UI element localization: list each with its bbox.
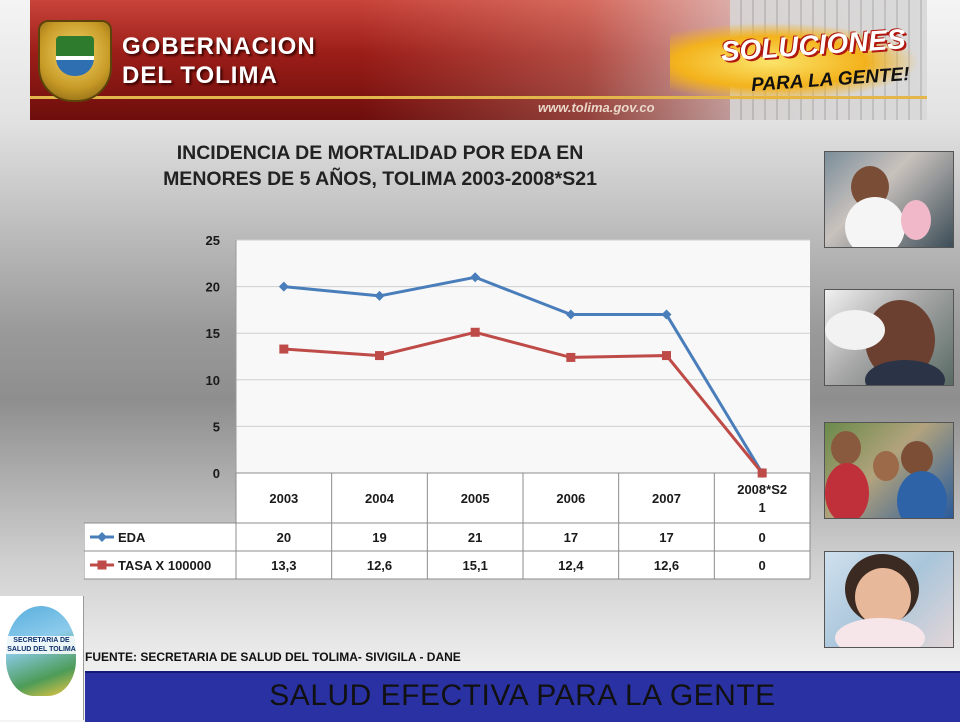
data-table-value: 19 (372, 530, 386, 545)
slogan-swoosh-icon (670, 22, 920, 102)
y-tick-label: 20 (206, 280, 220, 295)
legend-series-name: TASA X 100000 (118, 558, 211, 573)
data-table-value: 20 (277, 530, 291, 545)
data-point (374, 290, 385, 301)
source-note: FUENTE: SECRETARIA DE SALUD DEL TOLIMA- … (85, 650, 461, 664)
legend-key-marker (97, 560, 107, 570)
series-line-0 (283, 275, 764, 474)
data-point (375, 351, 384, 361)
y-tick-label: 5 (213, 419, 220, 434)
tolima-coat-of-arms-icon (38, 20, 112, 102)
chart-title-line2: MENORES DE 5 AÑOS, TOLIMA 2003-2008*S21 (163, 168, 597, 190)
data-point (757, 468, 767, 478)
government-title-line2: DEL TOLIMA (122, 62, 278, 89)
data-table-value: 21 (468, 530, 482, 545)
chart-title-line1: INCIDENCIA DE MORTALIDAD POR EDA EN (176, 142, 584, 164)
shield-emblem-icon (56, 36, 94, 76)
data-point (662, 351, 671, 361)
banner-divider (30, 96, 927, 99)
x-tick-label: 2006 (556, 491, 585, 506)
y-tick-label: 15 (206, 326, 220, 341)
header-banner: GOBERNACION DEL TOLIMA www.tolima.gov.co… (30, 0, 927, 120)
x-tick-label: 2007 (652, 491, 681, 506)
health-secretary-logo: SECRETARIA DE SALUD DEL TOLIMA (0, 596, 84, 720)
chart-panel: 0 5 10 15 20 25 2003 2004 2005 2006 2007 2008*S2 1 ED… (83, 203, 812, 591)
logo-label: SECRETARIA DE SALUD DEL TOLIMA (4, 636, 79, 654)
x-tick-label: 2005 (461, 491, 490, 506)
plot-area (236, 240, 810, 473)
y-tick-label: 25 (206, 233, 220, 248)
data-point (279, 344, 289, 354)
data-table-value: 12,4 (558, 558, 584, 573)
data-point (566, 352, 576, 362)
data-table-value: 12,6 (654, 558, 679, 573)
x-tick-label: 2008*S2 (737, 482, 787, 497)
data-table-value: 13,3 (271, 558, 296, 573)
line-chart: 0 5 10 15 20 25 2003 2004 2005 2006 2007 2008*S2 1 ED… (83, 233, 811, 580)
photo-child-vaccination (824, 289, 954, 386)
data-table-value: 17 (659, 530, 673, 545)
data-table-value: 17 (564, 530, 578, 545)
x-tick-label: 1 (759, 500, 766, 515)
website-url: www.tolima.gov.co (538, 100, 655, 115)
y-tick-label: 10 (206, 373, 220, 388)
data-table-value: 0 (759, 558, 766, 573)
series-line-1 (283, 330, 764, 474)
photo-group-of-children (824, 422, 954, 519)
data-point (565, 309, 576, 320)
government-title-line1: GOBERNACION (122, 33, 316, 60)
data-point (470, 327, 480, 337)
footer-bar: SALUD EFECTIVA PARA LA GENTE (85, 671, 960, 722)
x-tick-label: 2004 (365, 491, 395, 506)
data-point (470, 272, 481, 283)
x-tick-label: 2003 (269, 491, 298, 506)
photo-smiling-child (824, 551, 954, 648)
data-table-value: 15,1 (463, 558, 488, 573)
data-table-value: 0 (759, 530, 766, 545)
chart-title: INCIDENCIA DE MORTALIDAD POR EDA EN MENO… (100, 140, 660, 192)
footer-slogan: SALUD EFECTIVA PARA LA GENTE (269, 679, 776, 712)
data-table-value: 12,6 (367, 558, 392, 573)
y-tick-label: 0 (213, 466, 220, 481)
data-point (661, 309, 672, 320)
data-point (278, 281, 289, 292)
legend-series-name: EDA (118, 530, 146, 545)
government-title: GOBERNACION DEL TOLIMA (122, 32, 316, 90)
legend-key-marker (97, 532, 107, 542)
photo-mother-and-baby (824, 151, 954, 248)
